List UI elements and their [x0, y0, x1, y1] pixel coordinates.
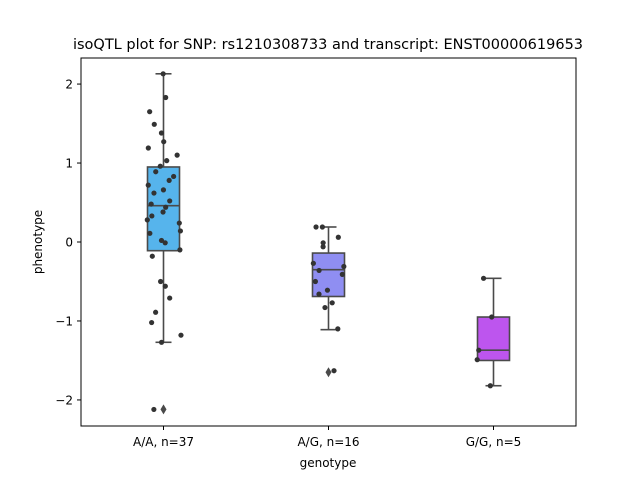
data-point	[151, 121, 157, 127]
data-point	[178, 332, 184, 338]
data-point	[310, 260, 316, 266]
data-point	[162, 240, 168, 246]
data-point	[147, 230, 153, 236]
y-axis-label: phenotype	[31, 210, 45, 274]
data-point	[176, 220, 182, 226]
box-body	[146, 166, 181, 252]
x-axis-label: genotype	[300, 456, 357, 470]
data-point	[174, 152, 180, 158]
data-point	[480, 275, 487, 281]
data-point	[489, 314, 495, 320]
y-tick-label: −2	[55, 393, 73, 407]
data-point	[487, 383, 493, 389]
data-point	[316, 291, 322, 297]
data-point	[160, 187, 167, 193]
data-point	[153, 169, 159, 175]
x-tick-label: A/A, n=37	[133, 435, 194, 449]
data-point	[335, 326, 341, 332]
data-point	[151, 190, 157, 196]
data-point	[167, 198, 173, 204]
y-tick-label: 2	[65, 78, 73, 92]
data-point	[166, 177, 172, 184]
y-tick-label: 0	[65, 236, 73, 250]
data-point	[341, 263, 347, 270]
data-point	[144, 217, 150, 223]
points-layer	[144, 71, 495, 413]
data-point	[149, 213, 155, 219]
data-point	[163, 204, 169, 210]
data-point	[160, 71, 166, 77]
data-point	[474, 357, 480, 363]
data-point	[158, 339, 165, 345]
data-point	[149, 319, 155, 326]
data-point	[316, 267, 322, 274]
data-point	[171, 173, 177, 180]
x-tick-label: G/G, n=5	[466, 435, 522, 449]
y-axis: −2 −1 0 1 2	[55, 78, 81, 407]
data-point	[177, 228, 184, 234]
data-point	[320, 240, 326, 246]
data-point	[339, 271, 345, 277]
data-point	[147, 109, 153, 115]
data-point	[157, 163, 163, 169]
data-point	[335, 234, 341, 240]
data-point	[324, 287, 331, 293]
data-point	[162, 283, 168, 289]
data-point	[153, 309, 159, 315]
data-point	[160, 209, 166, 215]
data-point	[167, 295, 173, 301]
data-point	[145, 182, 151, 188]
outlier-marker	[325, 367, 332, 378]
x-tick-label: A/G, n=16	[297, 435, 359, 449]
data-point	[151, 406, 157, 413]
data-point	[158, 237, 165, 244]
data-point	[320, 244, 326, 250]
data-point	[313, 224, 319, 230]
data-point	[476, 347, 482, 353]
y-tick-label: 1	[65, 157, 73, 171]
chart-title: isoQTL plot for SNP: rs1210308733 and tr…	[73, 37, 583, 53]
data-point	[329, 300, 335, 306]
data-point	[149, 253, 155, 259]
data-point	[177, 247, 183, 253]
data-point	[145, 145, 151, 151]
y-tick-label: −1	[55, 314, 73, 328]
data-point	[148, 201, 154, 207]
data-point	[331, 368, 337, 374]
data-point	[158, 130, 165, 136]
data-point	[161, 139, 167, 145]
data-point	[157, 278, 164, 285]
box-body	[476, 316, 511, 362]
outlier-marker	[160, 404, 167, 415]
data-point	[319, 224, 325, 230]
data-point	[322, 304, 328, 311]
data-point	[163, 94, 169, 101]
data-point	[164, 158, 170, 164]
x-axis: A/A, n=37 A/G, n=16 G/G, n=5	[133, 426, 521, 449]
data-point	[312, 278, 318, 285]
